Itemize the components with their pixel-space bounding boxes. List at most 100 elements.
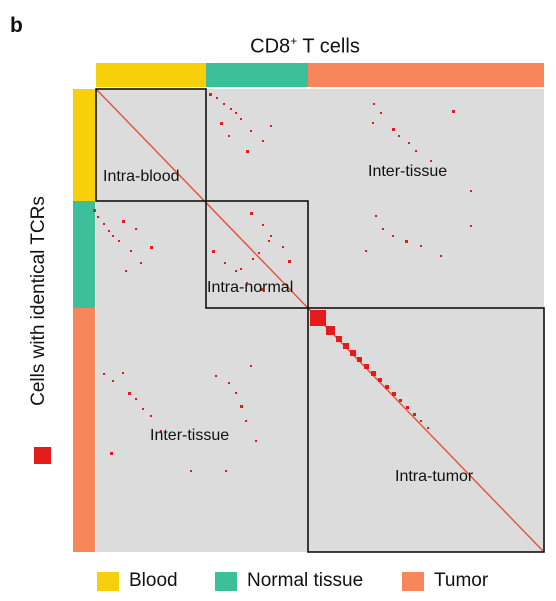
tumor-clone-square — [336, 336, 342, 342]
legend-swatch-normal — [215, 571, 237, 591]
shared-clone-dot — [128, 392, 131, 395]
top-axis-title-main: CD8 — [250, 35, 291, 58]
legend-label-blood: Blood — [129, 570, 178, 591]
shared-clone-dot — [103, 223, 105, 225]
shared-clone-dot — [125, 270, 127, 272]
shared-clone-dot — [235, 392, 237, 394]
shared-clone-dot — [240, 405, 243, 408]
shared-clone-dot — [228, 135, 230, 137]
top-axis-title: CD8+ T cells — [200, 34, 410, 59]
shared-clone-dots — [93, 93, 472, 472]
shared-clone-dot — [122, 372, 124, 374]
tumor-clone-square — [378, 378, 382, 382]
tumor-clone-square — [406, 406, 409, 409]
shared-clone-dot — [392, 128, 395, 131]
shared-clone-dot — [452, 110, 455, 113]
shared-clone-dot — [260, 288, 263, 291]
shared-clone-dot — [405, 240, 408, 243]
left-bar-tumor — [73, 308, 95, 552]
shared-clone-dot — [382, 228, 384, 230]
shared-clone-dot — [415, 150, 417, 152]
tumor-clone-square — [392, 392, 396, 396]
shared-clone-dot — [268, 240, 270, 242]
shared-clone-dot — [380, 112, 382, 114]
tumor-clone-square — [357, 357, 362, 362]
shared-clone-dot — [392, 235, 394, 237]
legend-label-tumor: Tumor — [434, 570, 489, 591]
shared-clone-dot — [470, 190, 472, 192]
shared-clone-dot — [262, 140, 264, 142]
shared-clone-dot — [235, 270, 237, 272]
identical-tcr-marker — [34, 447, 51, 464]
shared-clone-dot — [282, 246, 284, 248]
shared-clone-dot — [142, 408, 144, 410]
shared-clone-dot — [224, 262, 226, 264]
top-axis-title-superscript: + — [290, 34, 298, 48]
top-bar-tumor — [308, 63, 544, 87]
shared-clone-dot — [262, 224, 264, 226]
shared-clone-dot — [372, 122, 374, 124]
shared-clone-dot — [190, 470, 192, 472]
tumor-clone-square — [420, 420, 422, 422]
legend-item-blood: Blood — [97, 570, 178, 592]
shared-clone-dot — [118, 240, 120, 242]
shared-clone-dot — [220, 122, 223, 125]
shared-clone-dot — [97, 216, 99, 218]
shared-clone-dot — [150, 246, 153, 249]
shared-clone-dot — [430, 160, 432, 162]
inter-tissue-top-label: Inter-tissue — [368, 163, 447, 180]
shared-clone-dot — [270, 125, 272, 127]
y-axis-title: Cells with identical TCRs — [28, 196, 49, 406]
shared-clone-dot — [112, 380, 114, 382]
shared-clone-dot — [246, 150, 249, 153]
tumor-clone-square — [364, 364, 369, 369]
shared-clone-dot — [108, 230, 110, 232]
intra-normal-box — [205, 200, 309, 309]
shared-clone-dot — [252, 258, 254, 260]
intra-blood-box — [95, 88, 207, 202]
shared-clone-dot — [250, 212, 253, 215]
shared-clone-dot — [228, 382, 230, 384]
left-bar-normal — [73, 201, 95, 308]
tumor-clone-block-large — [310, 310, 326, 326]
shared-clone-dot — [103, 373, 105, 375]
shared-clone-dot — [215, 375, 217, 377]
tumor-clone-square — [413, 413, 416, 416]
tcr-sharing-matrix: Intra-blood Intra-normal Inter-tissue In… — [73, 63, 545, 553]
shared-clone-dot — [112, 235, 114, 237]
shared-clone-dot — [150, 415, 152, 417]
shared-clone-dot — [365, 250, 367, 252]
shared-clone-dot — [245, 420, 247, 422]
tumor-clone-square — [385, 385, 389, 389]
shared-clone-dot — [209, 93, 212, 96]
tumor-clone-square — [371, 371, 376, 376]
shared-clone-dot — [160, 430, 162, 432]
shared-clone-dot — [373, 103, 375, 105]
legend-swatch-tumor — [402, 571, 424, 591]
inter-tissue-bottom-label: Inter-tissue — [150, 427, 229, 444]
shared-clone-dot — [93, 209, 96, 212]
intra-normal-label: Intra-normal — [207, 279, 293, 296]
shared-clone-dot — [408, 142, 410, 144]
legend-item-normal: Normal tissue — [215, 570, 363, 592]
shared-clone-dot — [240, 268, 242, 270]
tumor-clone-square — [350, 350, 356, 356]
shared-clone-dot — [230, 108, 232, 110]
shared-clone-dot — [398, 135, 400, 137]
shared-clone-dot — [235, 112, 237, 114]
shared-clone-dot — [255, 440, 257, 442]
top-bar-blood — [96, 63, 206, 87]
shared-clone-dot — [470, 225, 472, 227]
shared-clone-dot — [225, 470, 227, 472]
shared-clone-dot — [440, 255, 442, 257]
shared-clone-dot — [240, 118, 242, 120]
legend-label-normal: Normal tissue — [247, 570, 364, 591]
shared-clone-dot — [288, 260, 291, 263]
shared-clone-dot — [135, 228, 137, 230]
shared-clone-dot — [420, 245, 422, 247]
shared-clone-dot — [110, 452, 113, 455]
left-bar-blood — [73, 89, 95, 201]
legend-item-tumor: Tumor — [402, 570, 488, 592]
shared-clone-dot — [140, 262, 142, 264]
shared-clone-dot — [258, 252, 260, 254]
